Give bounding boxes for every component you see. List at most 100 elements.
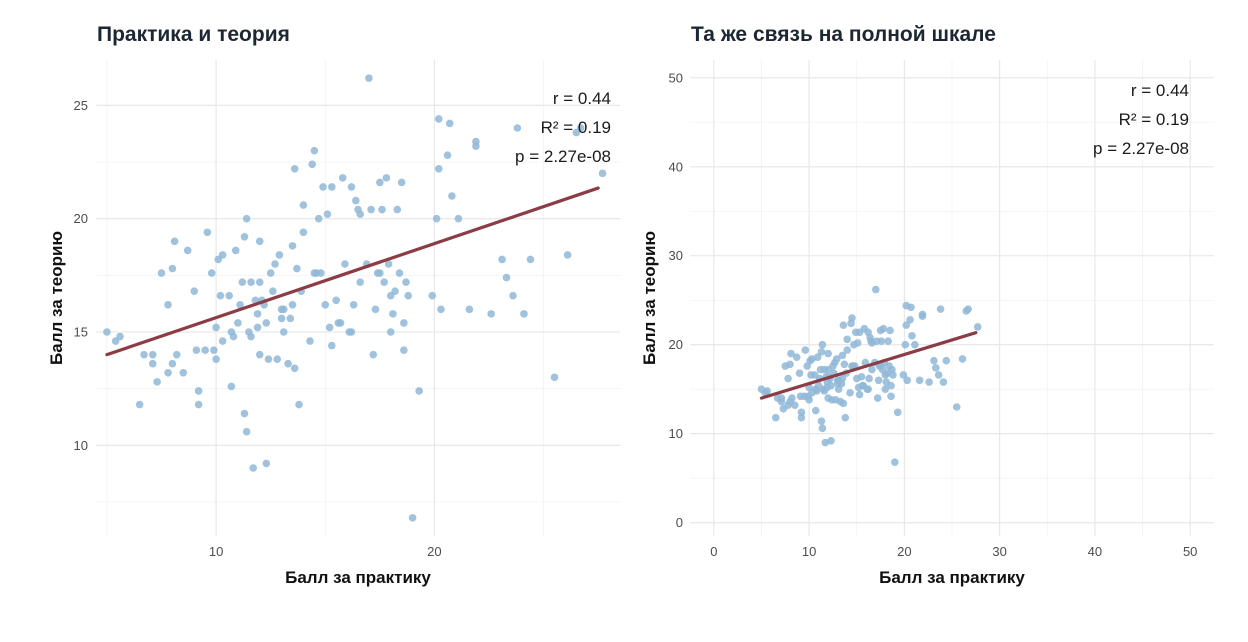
chart-right-yticks: 0 10 20 30 40 50 [669,70,683,530]
chart-left-stat-r: r = 0.44 [553,89,611,108]
chart-left-point [293,264,301,273]
chart-left-points [103,74,607,522]
chart-right-point [821,438,830,447]
chart-left-point [576,124,585,132]
chart-left-xtick-label: 10 [209,544,223,559]
chart-left-point [279,328,288,336]
chart-left-point [513,124,522,132]
chart-left-point [347,183,356,191]
chart-left-point [253,323,262,332]
chart-left-point [347,328,356,336]
chart-left-point [279,305,288,314]
chart-left-point [299,201,308,209]
chart-left-xlabel: Балл за практику [285,568,431,587]
chart-left-point [378,205,386,214]
chart-right-point [777,394,786,402]
chart-left-point [367,205,375,214]
chart-left-point [157,269,166,277]
chart-left-point [240,409,249,418]
chart-left-point [332,296,340,305]
chart-right-point [787,349,795,358]
chart-left-point [382,174,391,182]
chart-right-xticks: 0 10 20 30 40 50 [710,544,1197,559]
chart-right-point [973,323,982,331]
chart-left-point [408,514,417,522]
chart-left-point [397,178,406,187]
chart-left-point [376,269,384,277]
chart-left-point [290,165,299,173]
chart-right-point [827,437,835,445]
chart-left-point [179,369,188,377]
chart-right-xtick-label: 40 [1088,544,1102,559]
chart-left-point [526,255,535,264]
chart-left-point [271,260,279,268]
chart-right-point [879,324,888,333]
chart-left-point [498,255,506,264]
chart-right-point [925,378,933,386]
chart-left-point [284,359,292,368]
chart-left-point [402,278,410,286]
chart-left-point [323,210,332,218]
chart-left-point [400,319,408,327]
chart-right-point [839,321,848,329]
chart-right-point [884,337,892,345]
chart-left-point [135,400,144,409]
chart-right-point [893,408,902,417]
chart-right-stats: r = 0.44 R² = 0.19 p = 2.27e-08 [1093,81,1189,158]
chart-left-point [437,305,445,314]
chart-right-point [902,321,911,329]
chart-left-point [445,119,454,128]
chart-left-point [428,291,437,300]
chart-left-fit [105,186,600,357]
chart-right-point [808,355,816,363]
chart-left-point [487,310,495,318]
chart-left-ylabel: Балл за теорию [47,231,66,365]
chart-left-point [472,142,480,150]
chart-right-point [911,340,919,349]
chart-right-point [932,364,940,372]
chart-left-point [328,341,336,350]
chart-right-xtick-label: 30 [992,544,1006,559]
chart-right-point [865,374,873,383]
chart-left-point [153,378,161,386]
chart-right-xlabel: Балл за практику [879,568,1025,587]
chart-left-point [443,151,452,159]
chart-right-point [958,355,967,363]
chart-left-point [164,301,172,309]
chart-left-point [386,328,395,336]
chart-right-point [906,315,914,324]
chart-left-point [183,246,192,255]
chart-left-point [168,359,177,368]
chart-left-point [434,115,443,123]
chart-right-point [939,378,948,386]
chart-left-point [255,350,264,359]
chart-left-point [520,310,528,318]
chart-left-title: Практика и теория [97,23,290,46]
chart-left-point [116,332,124,341]
chart-left-point [365,74,373,82]
chart-left-point [273,355,282,364]
chart-left-point [234,319,242,327]
chart-left-point [240,233,249,241]
chart-right-point [855,390,864,399]
chart-left-point [393,205,402,214]
chart-left-point [349,301,358,309]
chart-left-point [218,251,227,259]
chart-left-point [266,269,275,277]
chart-left-point [247,332,255,341]
chart-left-point [448,192,456,200]
chart-right-ytick-label: 0 [676,515,683,530]
chart-right-point [908,332,916,340]
chart-left-stats: r = 0.44 R² = 0.19 p = 2.27e-08 [515,89,611,166]
chart-left-point [203,228,212,237]
chart-right-stat-p: p = 2.27e-08 [1093,139,1189,158]
chart-left-point [400,346,408,354]
chart-right-point [899,371,908,379]
chart-right-point [857,372,866,381]
chart-right-point [797,408,806,417]
chart-right-point [843,346,851,354]
chart-right-point [934,371,943,379]
chart-left-point [299,228,308,237]
chart-right-title: Та же связь на полной шкале [691,23,996,46]
